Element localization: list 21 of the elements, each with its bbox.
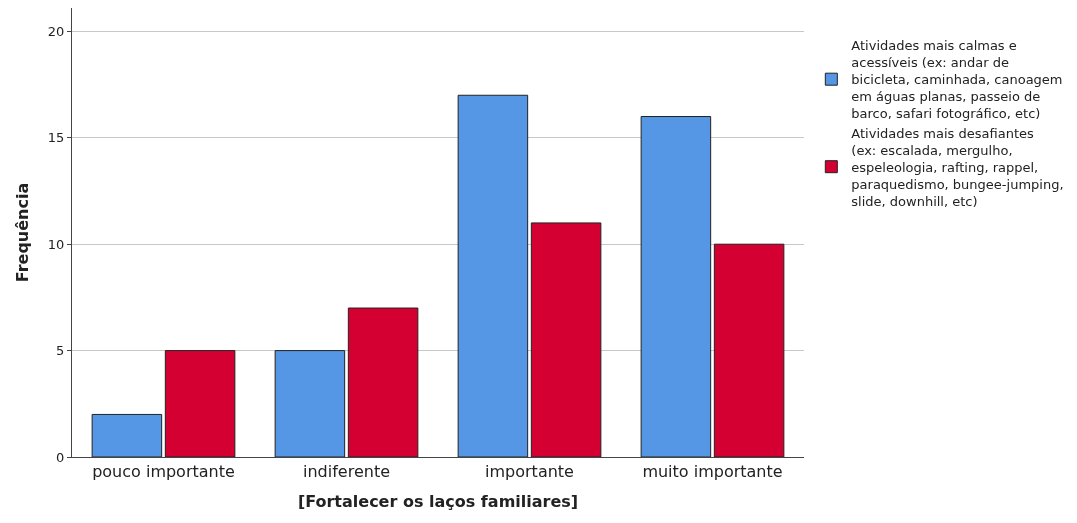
bar (640, 116, 712, 457)
x-tick-label: importante (485, 462, 574, 482)
bar (91, 413, 163, 457)
y-tick-label: 10 (47, 236, 65, 252)
x-axis-title: [Fortalecer os laços familiares] (297, 491, 579, 511)
bar (274, 350, 346, 457)
y-axis-title: Frequência (12, 182, 32, 283)
x-tick-label: indiferente (303, 462, 390, 482)
bar (530, 222, 602, 457)
bar (457, 94, 529, 457)
x-tick-label: muito importante (642, 462, 783, 482)
bar (164, 350, 236, 457)
legend-label: Atividades mais desafiantes (ex: escalada, mergulho, espeleologia, rafting, rappel, paraquedismo, bungee-jumping, slide, downhill, etc) (851, 125, 1064, 209)
x-tick-label: pouco importante (92, 462, 235, 482)
legend-label: Atividades mais calmas e acessíveis (ex: andar de bicicleta, caminhada, canoagem em águas planas, passeio de barco, safari fotográfico, etc) (851, 38, 1063, 122)
bar (347, 307, 419, 457)
y-tick-label: 0 (56, 449, 65, 465)
bar (713, 243, 785, 457)
y-tick-label: 15 (47, 130, 65, 146)
y-tick-label: 5 (56, 343, 65, 359)
y-tick-label: 20 (47, 23, 65, 39)
